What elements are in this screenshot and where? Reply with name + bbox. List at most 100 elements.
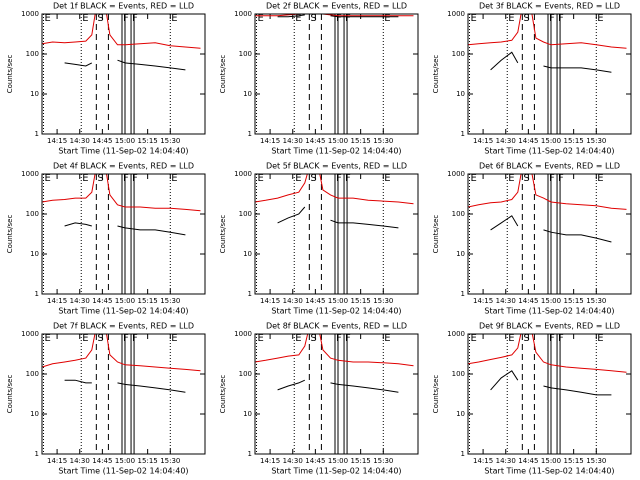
- x-tick-label: 14:30: [496, 297, 516, 305]
- y-axis-label: Counts/sec: [6, 215, 14, 254]
- marker-label: F: [345, 173, 351, 184]
- marker-label: E: [508, 333, 514, 344]
- x-axis-label: Start Time (11-Sep-02 14:04:40): [271, 467, 401, 476]
- marker-label: F: [345, 333, 351, 344]
- x-tick-label: 15:30: [160, 137, 180, 145]
- marker-label: E: [82, 333, 88, 344]
- y-tick-label: 1: [35, 290, 39, 298]
- x-tick-label: 15:30: [586, 137, 606, 145]
- panel: Det 8f BLACK = Events, RED = LLD Counts/s…: [219, 322, 419, 476]
- marker-label: S: [310, 13, 316, 24]
- panel: Det 9f BLACK = Events, RED = LLD Counts/s…: [432, 322, 632, 476]
- marker-label: E: [295, 173, 301, 184]
- y-axis-label: Counts/sec: [432, 375, 440, 414]
- x-axis-label: Start Time (11-Sep-02 14:04:40): [58, 467, 188, 476]
- x-tick-label: 15:15: [351, 297, 371, 305]
- marker-label: F: [123, 173, 129, 184]
- plot-frame: [254, 333, 419, 455]
- y-tick-label: 1: [248, 130, 252, 138]
- series-line: [277, 206, 399, 229]
- y-tick-label: 100: [26, 210, 39, 218]
- plot-frame: [41, 13, 206, 135]
- x-tick-label: 15:30: [160, 457, 180, 465]
- marker-label: E: [258, 333, 264, 344]
- marker-label: F: [549, 333, 555, 344]
- chart-title: Det 5f BLACK = Events, RED = LLD: [266, 162, 407, 171]
- marker-label: E: [471, 333, 477, 344]
- marker-label: E: [45, 173, 51, 184]
- x-tick-label: 15:30: [373, 137, 393, 145]
- x-tick-label: 15:15: [564, 457, 584, 465]
- y-tick-label: 1000: [447, 330, 465, 338]
- marker-label: E: [45, 13, 51, 24]
- y-axis-label: Counts/sec: [6, 375, 14, 414]
- marker-label: F: [336, 13, 342, 24]
- x-tick-label: 14:45: [305, 137, 325, 145]
- marker-label: S: [97, 13, 103, 24]
- y-tick-label: 10: [243, 410, 252, 418]
- panel: Det 3f BLACK = Events, RED = LLD Counts/s…: [432, 2, 632, 156]
- marker-label: F: [132, 173, 138, 184]
- plot-frame: [254, 173, 419, 295]
- y-tick-label: 10: [456, 90, 465, 98]
- series-line: [468, 174, 627, 210]
- x-tick-label: 15:00: [328, 297, 348, 305]
- x-axis-label: Start Time (11-Sep-02 14:04:40): [271, 307, 401, 316]
- marker-label: E: [82, 173, 88, 184]
- series-line: [255, 174, 414, 205]
- marker-label: E: [295, 13, 301, 24]
- x-tick-label: 15:30: [586, 457, 606, 465]
- x-tick-label: 14:45: [305, 457, 325, 465]
- y-tick-label: 10: [243, 250, 252, 258]
- x-tick-label: 15:00: [541, 297, 561, 305]
- x-tick-label: 14:30: [496, 457, 516, 465]
- y-tick-label: 1000: [234, 330, 252, 338]
- y-tick-label: 10: [30, 250, 39, 258]
- series-line: [490, 370, 612, 396]
- y-tick-label: 1: [35, 130, 39, 138]
- marker-label: F: [336, 333, 342, 344]
- y-tick-label: 100: [26, 50, 39, 58]
- x-tick-label: 14:30: [283, 297, 303, 305]
- y-tick-label: 100: [239, 50, 252, 58]
- marker-label: F: [558, 173, 564, 184]
- x-tick-label: 15:15: [564, 297, 584, 305]
- chart-title: Det 8f BLACK = Events, RED = LLD: [266, 322, 407, 331]
- x-tick-label: 14:45: [92, 457, 112, 465]
- panel: Det 6f BLACK = Events, RED = LLD Counts/s…: [432, 162, 632, 316]
- x-tick-label: 14:15: [473, 297, 493, 305]
- marker-label: S: [523, 333, 529, 344]
- y-axis-label: Counts/sec: [219, 55, 227, 94]
- y-tick-label: 10: [456, 250, 465, 258]
- series-line: [277, 379, 399, 393]
- x-tick-label: 14:45: [518, 297, 538, 305]
- plot-frame: [254, 13, 419, 135]
- series-line: [277, 14, 399, 18]
- y-axis-label: Counts/sec: [219, 215, 227, 254]
- panel: Det 1f BLACK = Events, RED = LLD Counts/s…: [6, 2, 206, 156]
- y-tick-label: 1: [248, 450, 252, 458]
- x-tick-label: 14:45: [92, 137, 112, 145]
- marker-label: E: [508, 173, 514, 184]
- x-axis-label: Start Time (11-Sep-02 14:04:40): [484, 467, 614, 476]
- marker-label: E: [171, 173, 177, 184]
- y-tick-label: 100: [452, 370, 465, 378]
- series-line: [468, 334, 627, 373]
- x-tick-label: 15:15: [351, 137, 371, 145]
- plot-frame: [467, 173, 632, 295]
- x-tick-label: 15:00: [541, 137, 561, 145]
- marker-label: E: [471, 13, 477, 24]
- marker-label: E: [384, 13, 390, 24]
- y-tick-label: 10: [243, 90, 252, 98]
- y-axis-label: Counts/sec: [432, 55, 440, 94]
- y-tick-label: 1: [248, 290, 252, 298]
- y-tick-label: 1000: [234, 170, 252, 178]
- x-axis-label: Start Time (11-Sep-02 14:04:40): [58, 147, 188, 156]
- marker-label: E: [384, 333, 390, 344]
- x-tick-label: 15:00: [541, 457, 561, 465]
- x-axis-label: Start Time (11-Sep-02 14:04:40): [58, 307, 188, 316]
- plot-frame: [41, 173, 206, 295]
- x-tick-label: 14:15: [260, 297, 280, 305]
- y-tick-label: 10: [456, 410, 465, 418]
